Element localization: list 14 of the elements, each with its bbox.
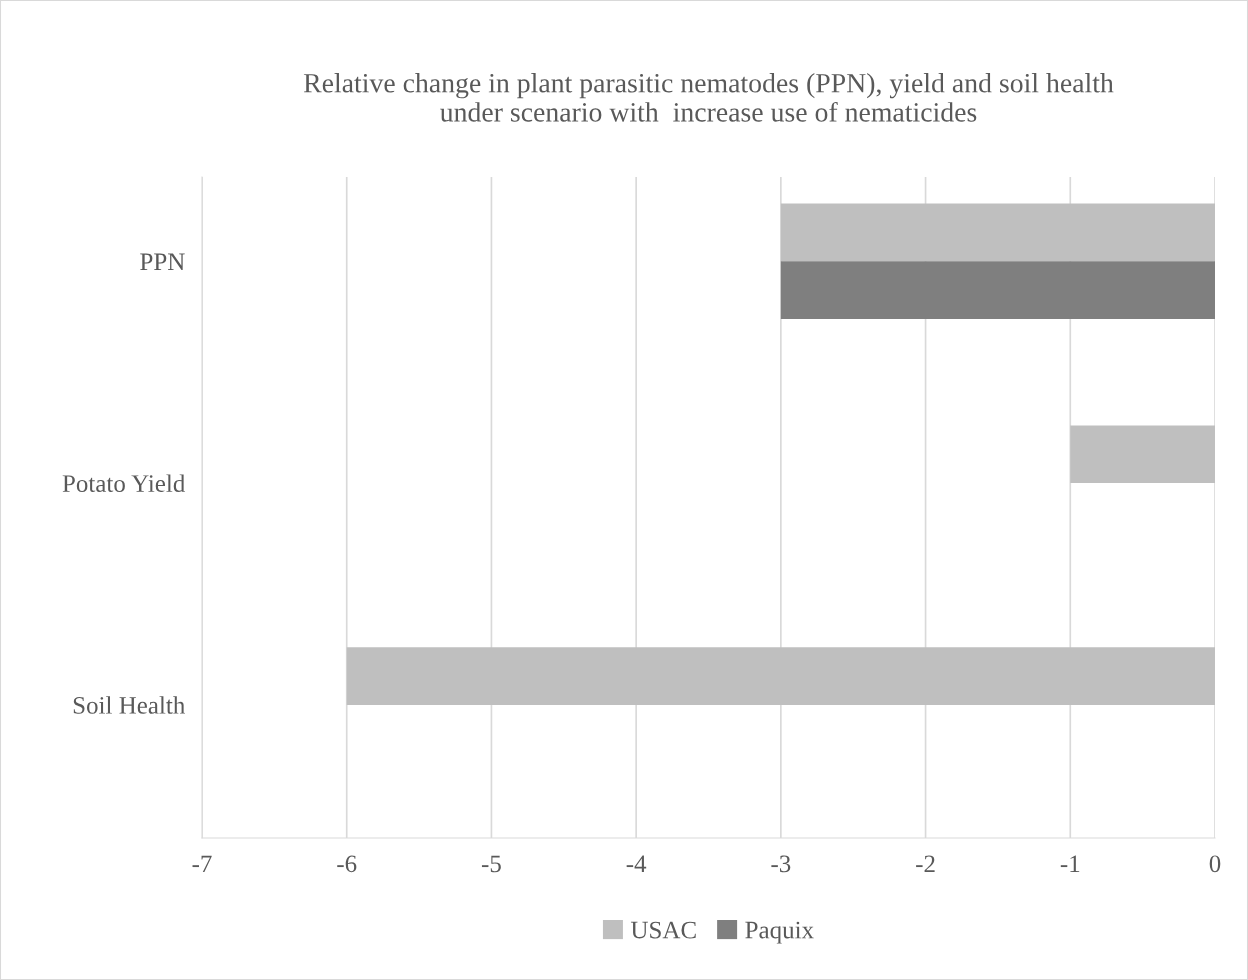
x-tick-label: -4 xyxy=(626,855,647,873)
y-tick-label: PPN xyxy=(140,253,185,270)
x-tick-label: -1 xyxy=(1060,855,1080,873)
legend-label: USAC xyxy=(630,921,696,939)
chart-title: Relative change in plant parasitic nematodes (PPN), yield and soil health under scenario with increase use of nematicides xyxy=(303,73,1114,122)
x-tick-label: -5 xyxy=(481,855,501,873)
x-tick-label: -3 xyxy=(771,855,791,873)
x-tick-label: -6 xyxy=(337,855,357,873)
legend-label: Paquix xyxy=(745,921,814,944)
x-tick-label: -2 xyxy=(916,855,935,873)
x-tick-label: -7 xyxy=(192,855,212,873)
y-tick-label: Soil Health xyxy=(73,696,186,714)
x-tick-label: 0 xyxy=(1209,855,1221,873)
y-tick-label: Potato Yield xyxy=(62,474,186,493)
